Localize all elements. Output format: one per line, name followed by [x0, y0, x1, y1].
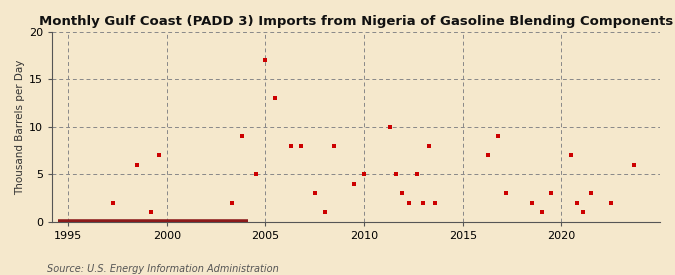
Y-axis label: Thousand Barrels per Day: Thousand Barrels per Day: [15, 59, 25, 194]
Point: [384, 125, 395, 129]
Point: [329, 144, 340, 148]
Point: [286, 144, 296, 148]
Point: [226, 200, 237, 205]
Point: [430, 200, 441, 205]
Point: [236, 134, 247, 139]
Point: [536, 210, 547, 214]
Point: [260, 58, 271, 63]
Point: [349, 182, 360, 186]
Point: [108, 200, 119, 205]
Point: [629, 163, 640, 167]
Point: [250, 172, 261, 177]
Point: [585, 191, 596, 196]
Title: Monthly Gulf Coast (PADD 3) Imports from Nigeria of Gasoline Blending Components: Monthly Gulf Coast (PADD 3) Imports from…: [39, 15, 673, 28]
Point: [418, 200, 429, 205]
Point: [501, 191, 512, 196]
Point: [358, 172, 369, 177]
Point: [309, 191, 320, 196]
Point: [578, 210, 589, 214]
Point: [493, 134, 504, 139]
Point: [396, 191, 407, 196]
Point: [605, 200, 616, 205]
Point: [270, 96, 281, 101]
Point: [424, 144, 435, 148]
Point: [526, 200, 537, 205]
Point: [146, 210, 157, 214]
Point: [132, 163, 142, 167]
Point: [412, 172, 423, 177]
Point: [319, 210, 330, 214]
Point: [572, 200, 583, 205]
Point: [296, 144, 306, 148]
Point: [566, 153, 576, 158]
Point: [483, 153, 493, 158]
Text: Source: U.S. Energy Information Administration: Source: U.S. Energy Information Administ…: [47, 264, 279, 274]
Point: [390, 172, 401, 177]
Point: [546, 191, 557, 196]
Point: [153, 153, 164, 158]
Point: [404, 200, 415, 205]
